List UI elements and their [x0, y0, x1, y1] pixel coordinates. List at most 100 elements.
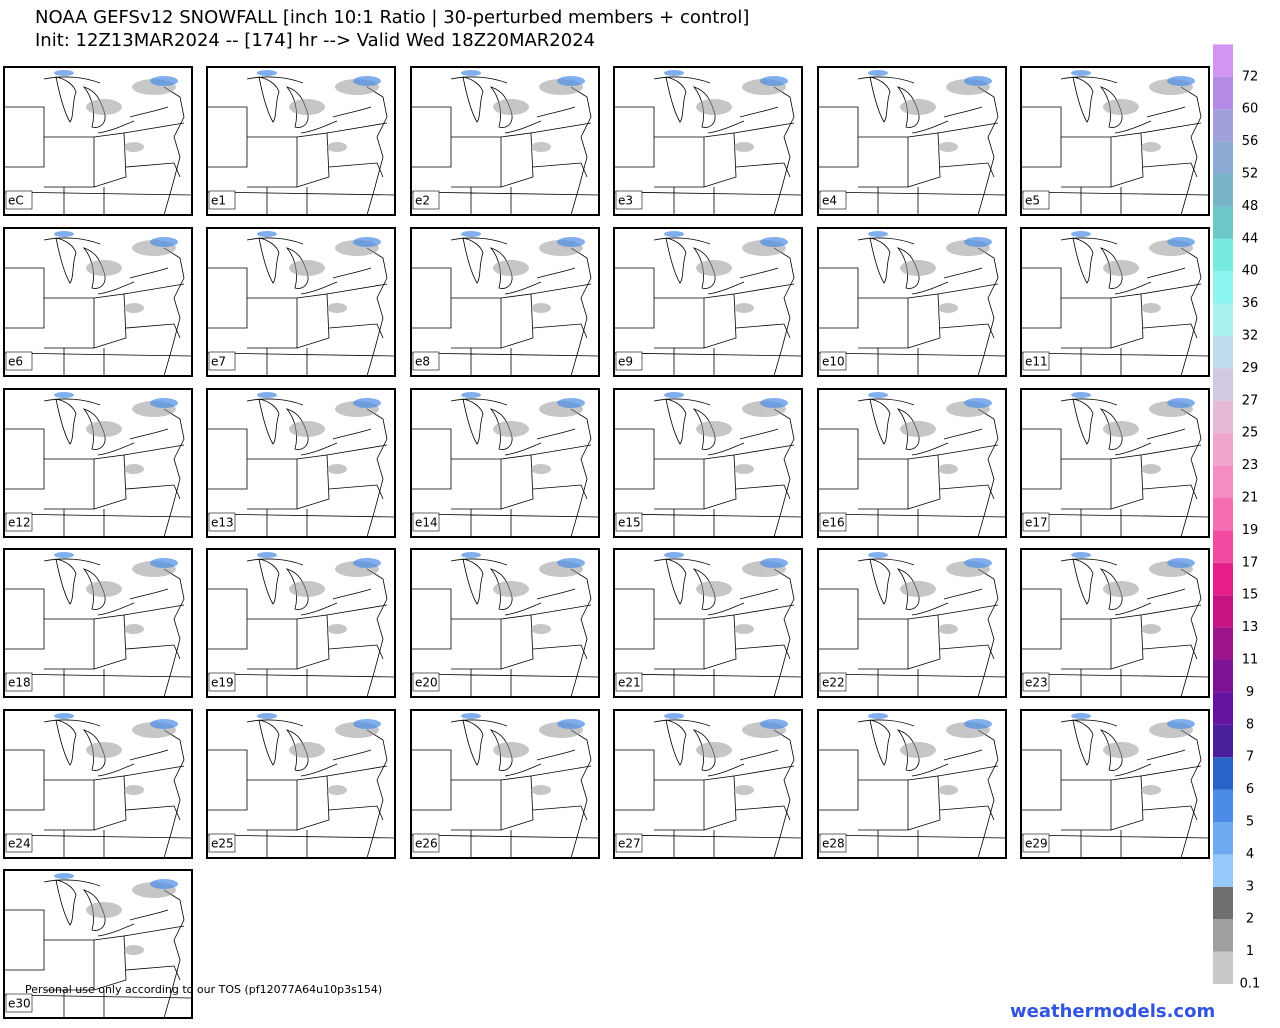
panel-label-box: [615, 672, 643, 692]
map-panel: e14: [410, 388, 600, 538]
panel-frame: [3, 227, 193, 377]
colorbar-label: 2: [1246, 912, 1254, 927]
map-panel: e4: [817, 66, 1007, 216]
colorbar-swatch: [1213, 336, 1233, 369]
site-name: weathermodels.com: [1010, 1001, 1215, 1022]
colorbar-swatch: [1213, 238, 1233, 272]
panel-label-box: [5, 512, 33, 532]
panel-frame: [817, 709, 1007, 859]
panel-frame: [410, 548, 600, 698]
colorbar-swatch: [1213, 951, 1233, 984]
panel-label: e2: [415, 194, 430, 208]
panel-label: e7: [211, 355, 226, 369]
colorbar-label: 25: [1242, 426, 1259, 441]
panel-label-box: [412, 512, 440, 532]
panel-label: e3: [618, 194, 633, 208]
map-panel: e21: [613, 548, 803, 698]
colorbar-label: 0.1: [1240, 977, 1261, 992]
map-panel: e5: [1020, 66, 1210, 216]
panel-frame: [1020, 709, 1210, 859]
colorbar-label: 36: [1242, 296, 1259, 311]
panel-label: e27: [618, 837, 641, 851]
panel-label-box: [1022, 833, 1050, 853]
colorbar-label: 9: [1246, 685, 1254, 700]
colorbar-swatch: [1213, 919, 1233, 952]
colorbar-label: 1: [1246, 944, 1254, 959]
panel-frame: [206, 388, 396, 538]
panel-label: e24: [8, 837, 31, 851]
colorbar-swatch: [1213, 562, 1233, 596]
colorbar-label: 6: [1246, 782, 1254, 797]
panel-frame: [1020, 227, 1210, 377]
map-panel: e24: [3, 709, 193, 859]
title-line: Init: 12Z13MAR2024 -- [174] hr --> Valid…: [35, 30, 595, 51]
panel-label: e17: [1025, 516, 1048, 530]
panel-label-box: [412, 351, 440, 371]
map-panel: e30: [3, 869, 193, 1019]
panel-label-box: [819, 190, 847, 210]
panel-label-box: [1022, 672, 1050, 692]
panel-frame: [613, 388, 803, 538]
panel-label-box: [615, 351, 643, 371]
colorbar-label: 48: [1242, 199, 1259, 214]
panel-label: e15: [618, 516, 641, 530]
map-panel: e9: [613, 227, 803, 377]
colorbar-swatch: [1213, 757, 1233, 790]
panel-label: e26: [415, 837, 438, 851]
colorbar-swatch: [1213, 109, 1233, 142]
panel-label: e13: [211, 516, 234, 530]
panel-label-box: [208, 672, 236, 692]
colorbar-swatch: [1213, 400, 1233, 434]
colorbar-swatch: [1213, 530, 1233, 563]
colorbar-label: 44: [1242, 231, 1259, 246]
map-panel: e1: [206, 66, 396, 216]
map-panel: e19: [206, 548, 396, 698]
panel-frame: [1020, 548, 1210, 698]
map-panel: e25: [206, 709, 396, 859]
colorbar: 0.11234567891113151719212325272932364044…: [1213, 44, 1261, 992]
panel-label-box: [208, 190, 236, 210]
panel-label: e20: [415, 676, 438, 690]
colorbar-swatch: [1213, 368, 1233, 401]
footer-note: Personal use only according to our TOS (…: [25, 983, 382, 996]
map-panel: e16: [817, 388, 1007, 538]
colorbar-label: 21: [1242, 491, 1259, 506]
colorbar-swatch: [1213, 789, 1233, 822]
colorbar-swatch: [1213, 433, 1233, 466]
panel-label: e14: [415, 516, 438, 530]
map-panel: e10: [817, 227, 1007, 377]
panel-label: e12: [8, 516, 31, 530]
colorbar-swatch: [1213, 822, 1233, 855]
map-panel: e17: [1020, 388, 1210, 538]
panel-label: e5: [1025, 194, 1040, 208]
panel-frame: [817, 388, 1007, 538]
panel-label-box: [819, 512, 847, 532]
panel-label: e11: [1025, 355, 1048, 369]
panel-frame: [410, 66, 600, 216]
colorbar-swatch: [1213, 76, 1233, 110]
colorbar-label: 17: [1242, 555, 1259, 570]
panel-label-box: [615, 833, 643, 853]
colorbar-label: 29: [1242, 361, 1259, 376]
colorbar-label: 15: [1242, 588, 1259, 603]
map-panel: e20: [410, 548, 600, 698]
colorbar-swatch: [1213, 498, 1233, 531]
panel-frame: [613, 66, 803, 216]
map-panel: e15: [613, 388, 803, 538]
colorbar-label: 56: [1242, 134, 1259, 149]
panel-frame: [410, 709, 600, 859]
panel-frame: [1020, 388, 1210, 538]
panel-label-box: [5, 351, 33, 371]
colorbar-label: 19: [1242, 523, 1259, 538]
colorbar-label: 7: [1246, 750, 1254, 765]
panel-label-box: [1022, 190, 1050, 210]
map-panel: e28: [817, 709, 1007, 859]
panel-frame: [410, 227, 600, 377]
map-panel: e8: [410, 227, 600, 377]
panel-label: e25: [211, 837, 234, 851]
panel-frame: [206, 548, 396, 698]
colorbar-swatch: [1213, 854, 1233, 887]
panel-label: e10: [822, 355, 845, 369]
colorbar-label: 40: [1242, 264, 1259, 279]
panel-label-box: [5, 833, 33, 853]
